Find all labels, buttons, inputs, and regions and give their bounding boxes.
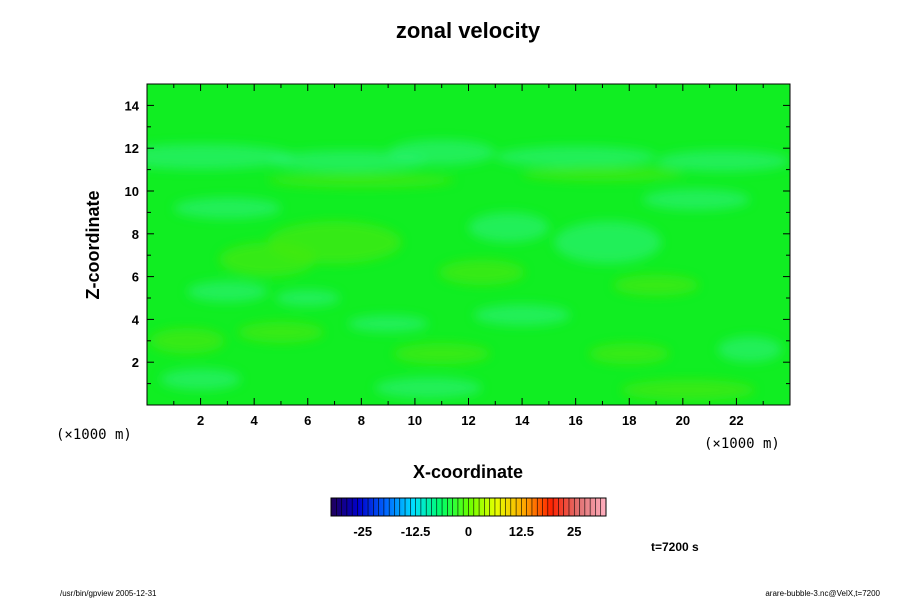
x-tick-label: 10 xyxy=(408,413,422,428)
field-patch xyxy=(267,172,456,188)
z-axis-ticks: 2 4 6 8 10 12 14 xyxy=(125,98,790,385)
z-tick-label: 6 xyxy=(132,270,139,285)
field-patch xyxy=(238,321,324,343)
field-patch xyxy=(160,368,241,391)
field-patch xyxy=(388,139,496,166)
field-patch xyxy=(621,379,756,401)
z-tick-label: 10 xyxy=(125,184,139,199)
z-axis-label: Z-coordinate xyxy=(83,190,103,299)
footer-right: arare-bubble-3.nc@VelX,t=7200 xyxy=(765,589,880,598)
z-tick-label: 14 xyxy=(125,98,140,113)
colorbar-tick-label: 25 xyxy=(567,524,581,539)
colorbar-ticks: -25 -12.5 0 12.5 25 xyxy=(353,524,581,539)
x-tick-label: 12 xyxy=(461,413,475,428)
field-patch xyxy=(522,166,683,182)
x-tick-label: 6 xyxy=(304,413,311,428)
x-units-label: (×1000 m) xyxy=(704,436,780,452)
field-patch xyxy=(717,336,782,363)
field-patch xyxy=(275,289,340,307)
z-tick-label: 8 xyxy=(132,227,139,242)
x-tick-label: 16 xyxy=(568,413,582,428)
field-patch xyxy=(589,342,670,365)
field-patch xyxy=(439,259,525,286)
x-axis-label: X-coordinate xyxy=(413,462,523,482)
x-tick-label: 22 xyxy=(729,413,743,428)
z-tick-label: 2 xyxy=(132,355,139,370)
field-patch xyxy=(374,377,482,399)
colorbar-tick-label: -25 xyxy=(353,524,372,539)
x-tick-label: 20 xyxy=(676,413,690,428)
x-tick-label: 4 xyxy=(251,413,259,428)
colorbar-tick-label: 12.5 xyxy=(509,524,534,539)
colorbar-tick-label: -12.5 xyxy=(401,524,431,539)
chart-title: zonal velocity xyxy=(396,18,541,43)
z-units-label: (×1000 m) xyxy=(56,427,132,443)
colorbar-tick-label: 0 xyxy=(465,524,472,539)
x-tick-label: 2 xyxy=(197,413,204,428)
field-patch xyxy=(554,220,662,264)
field-patch xyxy=(187,280,268,303)
field-patch xyxy=(613,274,699,296)
field-patches xyxy=(147,139,790,401)
field-patch xyxy=(219,242,316,277)
x-tick-label: 14 xyxy=(515,413,530,428)
field-patch xyxy=(173,197,281,219)
footer-left: /usr/bin/gpview 2005-12-31 xyxy=(60,589,157,598)
x-tick-label: 8 xyxy=(358,413,365,428)
colorbar-frame xyxy=(330,497,607,517)
field-patch xyxy=(347,315,429,333)
x-axis-ticks: 2 4 6 8 10 12 14 16 18 20 22 xyxy=(173,84,764,428)
field-patch xyxy=(468,212,549,243)
field-patch xyxy=(495,146,657,168)
field-patch xyxy=(656,150,790,172)
z-tick-label: 12 xyxy=(125,141,139,156)
colorbar-divisions xyxy=(335,498,602,516)
x-tick-label: 18 xyxy=(622,413,636,428)
field-patch xyxy=(642,188,750,211)
field-patch xyxy=(149,327,225,354)
colorbar: -25 -12.5 0 12.5 25 xyxy=(330,497,607,539)
time-label: t=7200 s xyxy=(651,540,699,554)
field-patch xyxy=(267,150,429,172)
field-patch xyxy=(473,304,571,326)
field-patch xyxy=(147,143,295,170)
field-patch xyxy=(393,342,490,365)
z-tick-label: 4 xyxy=(132,312,140,327)
